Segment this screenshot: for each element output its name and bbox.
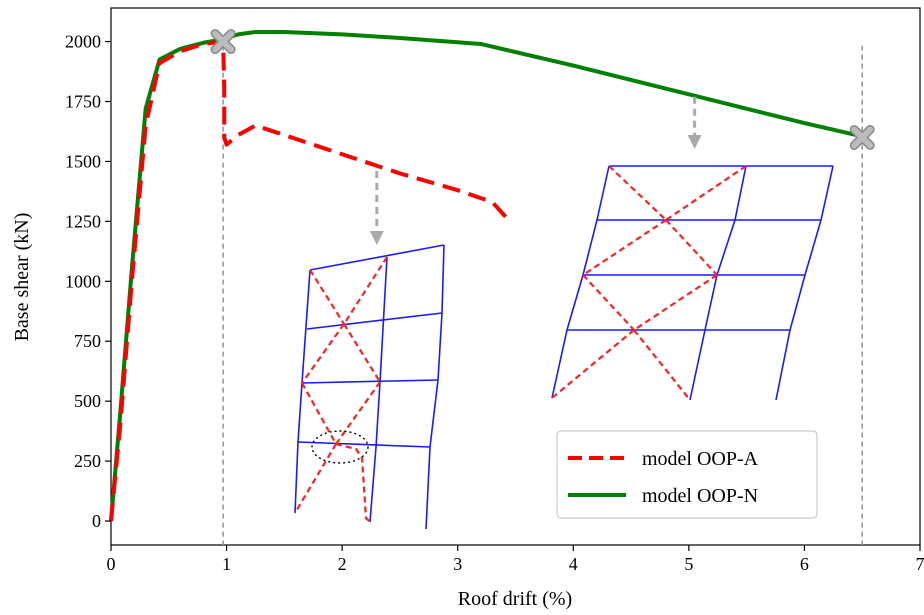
y-tick-label: 1250 (65, 211, 101, 231)
x-axis-ticks: 0 1 2 3 4 5 6 7 (107, 545, 924, 574)
series-layer (109, 29, 857, 522)
pointer-arrows (369, 96, 702, 245)
failure-markers (210, 29, 875, 150)
x-tick-label: 7 (916, 554, 924, 574)
legend-label-oop-n: model OOP-N (642, 485, 758, 507)
failure-marker (851, 126, 874, 149)
x-tick-label: 0 (107, 554, 116, 574)
y-tick-label: 1000 (65, 271, 101, 291)
x-tick-label: 6 (800, 554, 809, 574)
y-tick-label: 750 (74, 331, 101, 351)
y-axis-title: Base shear (kN) (11, 213, 33, 342)
y-axis-ticks: 0 250 500 750 1000 1250 1500 1750 2000 (65, 32, 111, 531)
y-tick-label: 1500 (65, 151, 101, 171)
pointer-arrow-head (687, 135, 702, 150)
failure-guides (222, 45, 864, 545)
y-tick-label: 1750 (65, 91, 101, 111)
failure-marker (212, 30, 235, 53)
x-tick-label: 4 (569, 554, 578, 574)
frame-deformed-shape-oop-n (551, 165, 834, 401)
legend: model OOP-A model OOP-N (556, 430, 818, 519)
x-axis-title: Roof drift (%) (458, 588, 572, 610)
y-tick-label: 250 (74, 451, 101, 471)
frame-deformed-shape-oop-a (294, 244, 445, 530)
x-tick-label: 2 (338, 554, 347, 574)
y-tick-label: 500 (74, 391, 101, 411)
y-tick-label: 0 (92, 511, 101, 531)
legend-label-oop-a: model OOP-A (642, 448, 759, 470)
y-tick-label: 2000 (65, 32, 101, 52)
series-line-model-oop-a (109, 39, 512, 522)
x-tick-label: 5 (684, 554, 693, 574)
x-tick-label: 1 (222, 554, 231, 574)
pointer-arrow-head (369, 230, 384, 245)
x-tick-label: 3 (453, 554, 462, 574)
